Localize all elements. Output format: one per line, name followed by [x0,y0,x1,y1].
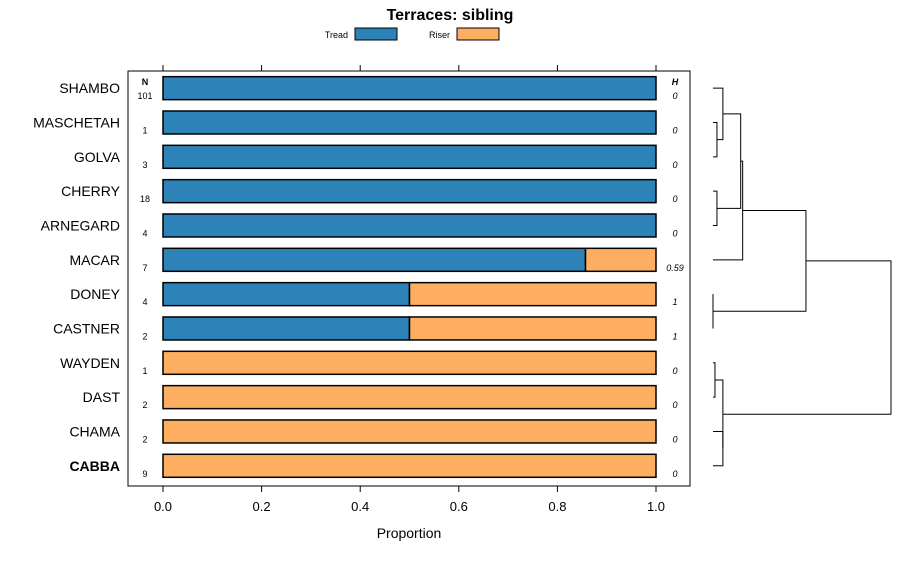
bar-riser-doney [408,281,657,307]
category-label-chama: CHAMA [69,423,120,439]
h-value-dast: 0 [672,400,677,410]
legend-swatch-tread [354,27,398,41]
legend: Tread Riser [325,27,500,41]
n-value-macar: 7 [142,263,147,273]
chart-title: Terraces: sibling [387,7,514,24]
h-value-macar: 0.59 [666,263,684,273]
bar-riser-wayden [162,350,657,376]
bar-tread-macar [162,247,587,273]
dendrogram-link-3 [716,113,742,209]
bar-riser-chama [162,419,657,444]
h-value-golva: 0 [672,160,677,170]
h-value-arnegard: 0 [672,228,677,238]
bar-riser-dast [162,384,657,410]
category-label-cabba: CABBA [69,458,120,474]
legend-label-tread: Tread [325,30,348,40]
bar-tread-golva [162,144,657,170]
h-column-header: H [672,77,679,87]
n-value-shambo: 101 [137,91,152,101]
category-label-golva: GOLVA [74,149,121,165]
category-label-castner: CASTNER [53,320,120,336]
n-value-arnegard: 4 [142,228,147,238]
legend-label-riser: Riser [429,30,450,40]
h-value-shambo: 0 [672,91,677,101]
legend-swatch-riser [456,27,500,41]
h-value-castner: 1 [672,331,677,341]
category-label-dast: DAST [83,389,121,405]
category-label-doney: DONEY [70,286,120,302]
h-value-chama: 0 [672,434,677,444]
category-label-arnegard: ARNEGARD [41,217,120,233]
dendrogram-link-9 [714,379,724,449]
dendrogram-link-7 [713,362,716,398]
bar-tread-cherry [162,178,657,204]
plot-frame [127,70,691,487]
n-value-doney: 4 [142,297,147,307]
x-tick-label: 0.4 [351,499,369,514]
category-label-maschetah: MASCHETAH [33,114,120,130]
n-value-cherry: 18 [140,194,150,204]
h-value-wayden: 0 [672,366,677,376]
n-value-cabba: 9 [142,469,147,479]
dendrogram-link-2 [713,190,718,226]
dendrogram-link-6 [713,209,807,312]
category-label-macar: MACAR [69,252,120,268]
n-value-chama: 2 [142,434,147,444]
bar-riser-cabba [162,453,657,479]
n-value-golva: 3 [142,160,147,170]
category-label-shambo: SHAMBO [59,80,120,96]
x-tick-label: 1.0 [647,499,665,514]
dendrogram-link-0 [713,121,718,158]
n-column-header: N [142,77,149,87]
bar-riser-macar [584,247,657,273]
bar-tread-maschetah [162,110,657,135]
dendrogram [712,87,892,467]
dendrogram-link-10 [722,260,892,415]
dendrogram-link-8 [713,430,724,467]
h-value-cabba: 0 [672,469,677,479]
n-value-dast: 2 [142,400,147,410]
x-axis-label: Proportion [377,525,442,541]
x-tick-label: 0.0 [154,499,172,514]
n-value-castner: 2 [142,331,147,341]
h-value-cherry: 0 [672,194,677,204]
bar-tread-arnegard [162,213,657,238]
x-tick-label: 0.8 [548,499,566,514]
x-axis: 0.0 0.2 0.4 0.6 0.8 1.0 [154,65,665,514]
bar-tread-castner [162,316,411,341]
category-label-wayden: WAYDEN [60,355,120,371]
x-tick-label: 0.2 [253,499,271,514]
dendrogram-link-1 [713,87,724,141]
n-value-wayden: 1 [142,366,147,376]
x-tick-label: 0.6 [450,499,468,514]
bar-tread-shambo [162,75,657,101]
h-value-doney: 1 [672,297,677,307]
h-value-maschetah: 0 [672,125,677,135]
bar-tread-doney [162,281,411,307]
n-value-maschetah: 1 [142,125,147,135]
category-label-cherry: CHERRY [61,183,121,199]
bar-riser-castner [408,316,657,341]
